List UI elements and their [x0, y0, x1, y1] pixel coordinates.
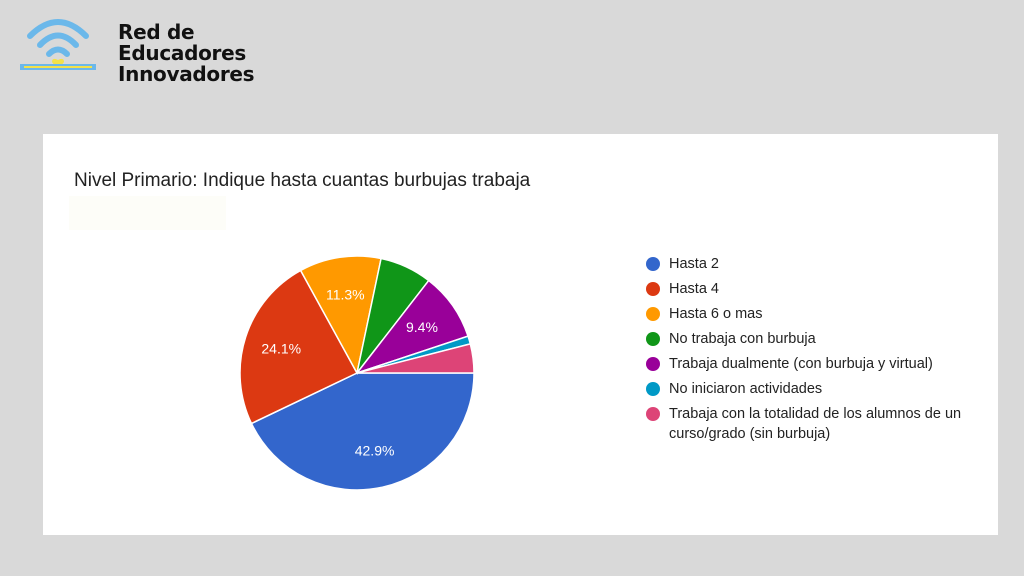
pie-slice[interactable]: [299, 255, 382, 376]
wifi-book-logo-icon: [20, 19, 96, 70]
legend-label: Hasta 2: [669, 256, 719, 272]
logo-line: Red de: [118, 20, 195, 44]
legend-marker-icon: [646, 307, 660, 321]
pie-chart: 42.9% 24.1% 11.3% 9.4%: [239, 255, 475, 491]
logo: Red de Educadores Innovadores: [18, 12, 268, 85]
legend-item[interactable]: Hasta 4: [646, 279, 966, 299]
legend-marker-icon: [646, 282, 660, 296]
pie-slice[interactable]: [239, 269, 359, 425]
legend-item[interactable]: Hasta 2: [646, 254, 966, 274]
chart-card: Nivel Primario: Indique hasta cuantas bu…: [43, 134, 998, 535]
legend-item[interactable]: Trabaja dualmente (con burbuja y virtual…: [646, 354, 966, 374]
legend-label: Trabaja con la totalidad de los alumnos …: [669, 406, 962, 442]
pie-slice[interactable]: [250, 372, 475, 491]
logo-line: Educadores: [118, 41, 246, 65]
logo-line: Innovadores: [118, 62, 255, 86]
legend-item[interactable]: No trabaja con burbuja: [646, 329, 966, 349]
legend-marker-icon: [646, 407, 660, 421]
legend-item[interactable]: No iniciaron actividades: [646, 379, 966, 399]
chart-title: Nivel Primario: Indique hasta cuantas bu…: [74, 170, 531, 191]
legend-item[interactable]: Trabaja con la totalidad de los alumnos …: [646, 404, 966, 444]
legend-marker-icon: [646, 257, 660, 271]
data-label: 42.9%: [355, 443, 395, 459]
data-label: 24.1%: [261, 341, 301, 357]
legend-label: Hasta 6 o mas: [669, 306, 763, 322]
legend-marker-icon: [646, 357, 660, 371]
legend-label: Trabaja dualmente (con burbuja y virtual…: [669, 356, 933, 372]
pie-slice[interactable]: [356, 342, 475, 374]
legend-marker-icon: [646, 332, 660, 346]
legend: Hasta 2 Hasta 4 Hasta 6 o mas No trabaja co…: [646, 254, 966, 449]
legend-label: No trabaja con burbuja: [669, 331, 816, 347]
legend-marker-icon: [646, 382, 660, 396]
data-label: 9.4%: [406, 319, 438, 335]
blank-box: [69, 196, 226, 230]
legend-label: No iniciaron actividades: [669, 381, 823, 397]
legend-item[interactable]: Hasta 6 o mas: [646, 304, 966, 324]
data-label: 11.3%: [326, 286, 365, 302]
legend-label: Hasta 4: [669, 281, 719, 297]
